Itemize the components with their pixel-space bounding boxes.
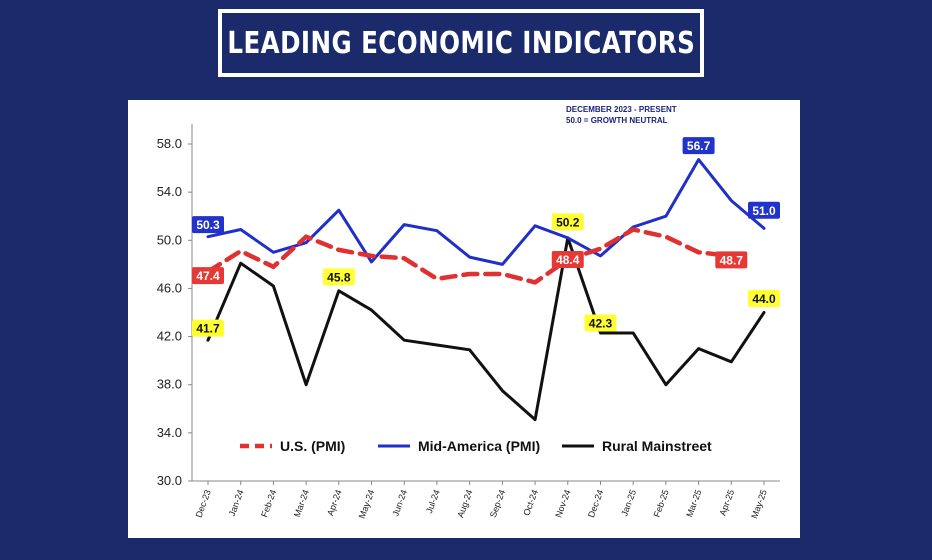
annotation-date-range: DECEMBER 2023 - PRESENT — [566, 105, 677, 114]
data-label-box — [584, 314, 617, 332]
y-tick-label: 46.0 — [157, 280, 182, 295]
series-line-u-s-pmi — [205, 227, 734, 285]
data-label-box — [192, 319, 224, 337]
data-label-box — [715, 251, 748, 269]
y-tick-label: 30.0 — [157, 473, 182, 488]
data-label: 51.0 — [748, 201, 780, 219]
legend-label: Rural Mainstreet — [602, 438, 712, 454]
x-tick-label: Feb-24 — [259, 488, 278, 518]
data-label-box — [551, 251, 584, 269]
axes: 30.0 34.0 38.0 42.0 46.0 50.0 54.0 58.0 Dec-23 Ja… — [157, 124, 780, 520]
page-title: LEADING ECONOMIC INDICATORS — [227, 25, 695, 61]
data-label: 50.2 — [551, 213, 584, 231]
chart-panel: DECEMBER 2023 - PRESENT 50.0 = GROWTH NE… — [128, 100, 800, 538]
data-label-box — [192, 267, 224, 285]
x-tick-label: Sep-24 — [488, 488, 507, 519]
y-tick-label: 42.0 — [157, 329, 182, 344]
data-label-box — [682, 137, 715, 155]
data-label-text: 50.3 — [196, 218, 220, 232]
line-chart: DECEMBER 2023 - PRESENT 50.0 = GROWTH NE… — [157, 105, 780, 520]
data-label: 56.7 — [682, 137, 715, 155]
title-box: LEADING ECONOMIC INDICATORS — [218, 9, 704, 77]
data-label: 44.0 — [748, 290, 780, 307]
x-tick-label: Nov-24 — [553, 488, 572, 519]
data-label-text: 42.3 — [589, 316, 613, 330]
x-tick-label: Aug-24 — [455, 488, 474, 519]
data-label-text: 51.0 — [752, 204, 776, 218]
legend-label: Mid-America (PMI) — [418, 438, 540, 454]
data-label-text: 48.7 — [720, 253, 744, 267]
x-tick-label: Apr-24 — [325, 488, 344, 517]
data-label-box — [748, 201, 780, 219]
data-label: 41.7 — [192, 319, 224, 337]
x-tick-label: Apr-25 — [718, 488, 737, 517]
y-tick-label: 38.0 — [157, 377, 182, 392]
x-tick-label: Jan-25 — [619, 488, 638, 517]
data-label: 47.4 — [192, 267, 224, 285]
x-tick-label: Dec-24 — [586, 488, 605, 519]
x-tick-label: Jun-24 — [390, 488, 409, 517]
data-label-text: 56.7 — [687, 139, 711, 153]
y-tick-label: 34.0 — [157, 425, 182, 440]
y-tick-label: 50.0 — [157, 232, 182, 247]
series-line-rural-mainstreet — [206, 236, 766, 422]
x-tick-label: Oct-24 — [521, 488, 540, 517]
x-tick-label: Jul-24 — [424, 488, 442, 514]
data-label-box — [748, 290, 780, 307]
data-label-text: 41.7 — [196, 322, 220, 336]
data-label: 42.3 — [584, 314, 617, 332]
series-lines — [205, 158, 766, 422]
x-tick-label: Mar-24 — [292, 488, 311, 518]
data-label: 48.4 — [551, 251, 584, 269]
data-labels: 50.3 56.7 51.0 47.4 48.4 48.7 41.7 45.8 50.2 42.3… — [192, 137, 780, 337]
data-label-text: 45.8 — [327, 270, 351, 284]
data-label: 45.8 — [322, 268, 355, 286]
data-label-box — [551, 213, 584, 231]
y-tick-label: 58.0 — [157, 136, 182, 151]
legend: U.S. (PMI) Mid-America (PMI) Rural Mainstr… — [240, 438, 712, 454]
data-label-text: 47.4 — [196, 269, 220, 283]
data-label-box — [322, 268, 355, 286]
data-label: 50.3 — [192, 216, 224, 234]
data-label-text: 44.0 — [752, 292, 776, 306]
data-label-text: 48.4 — [556, 253, 580, 267]
x-tick-label: May-25 — [749, 488, 769, 520]
legend-label: U.S. (PMI) — [280, 438, 345, 454]
data-label-box — [192, 216, 224, 234]
annotation-neutral: 50.0 = GROWTH NEUTRAL — [566, 116, 668, 125]
x-tick-label: Feb-25 — [652, 488, 671, 518]
data-label: 48.7 — [715, 251, 748, 269]
x-tick-label: May-24 — [357, 488, 377, 520]
data-label-text: 50.2 — [556, 215, 580, 229]
y-tick-label: 54.0 — [157, 184, 182, 199]
x-tick-label: Mar-25 — [684, 488, 703, 518]
x-tick-label: Dec-23 — [194, 488, 213, 519]
x-tick-label: Jan-24 — [227, 488, 246, 517]
